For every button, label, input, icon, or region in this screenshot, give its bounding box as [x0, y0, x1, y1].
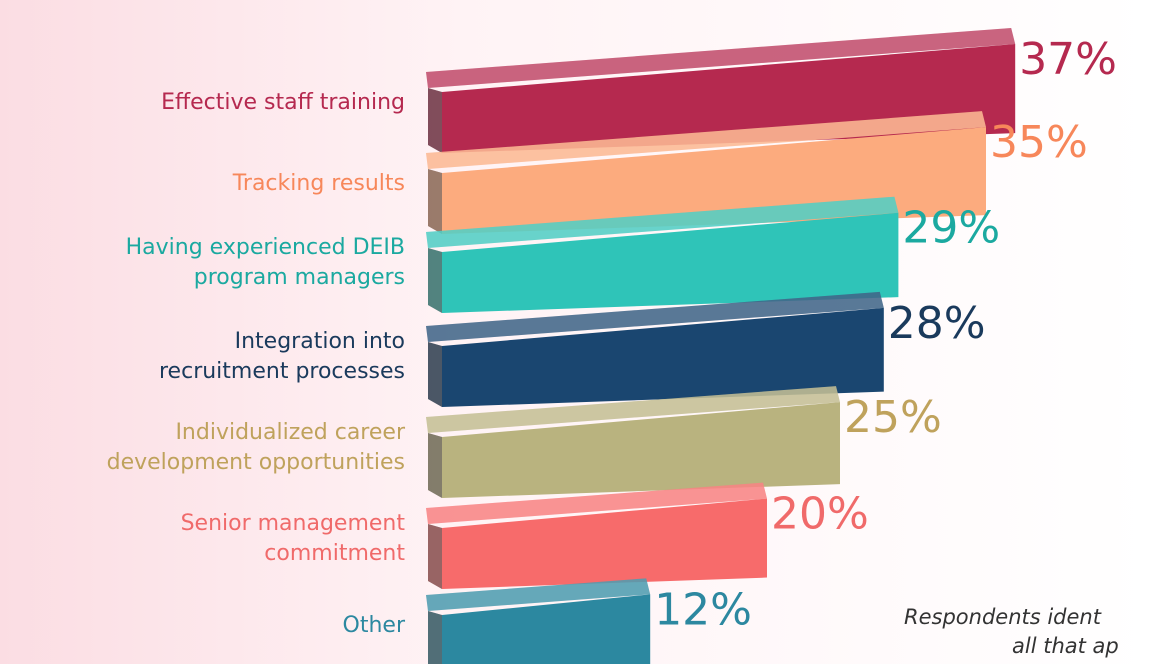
category-label: program managers — [194, 265, 405, 290]
bar-end-color — [428, 342, 442, 407]
bar-end — [428, 524, 442, 589]
bar-top — [426, 386, 840, 433]
bar-top-shade — [426, 482, 767, 524]
bar-top — [426, 196, 899, 248]
value-label: 37% — [1019, 34, 1117, 85]
bar-top-shade — [426, 111, 986, 169]
category-label: Senior management — [181, 511, 406, 536]
bar-end — [428, 88, 442, 153]
bar-top-shade — [426, 27, 1016, 88]
bar-end-color — [428, 433, 442, 498]
bar-top-shade — [426, 291, 884, 342]
category-label: Integration into — [235, 329, 405, 354]
bar — [442, 307, 884, 407]
footnote: all that ap — [1012, 634, 1119, 658]
category-label: development opportunities — [107, 450, 405, 475]
bar-top — [426, 482, 767, 524]
value-label: 25% — [844, 392, 942, 443]
value-label: 20% — [771, 489, 869, 540]
bar-end — [428, 611, 442, 664]
category-label: Effective staff training — [161, 90, 405, 115]
value-label: 28% — [888, 298, 986, 349]
bar-top — [426, 27, 1016, 88]
bar-top — [426, 578, 651, 611]
bar-top — [426, 111, 986, 169]
bar-end — [428, 433, 442, 498]
category-label: commitment — [264, 541, 405, 566]
bar-top-shade — [426, 578, 651, 611]
value-label: 29% — [902, 203, 1000, 254]
category-label: Other — [343, 613, 406, 638]
value-label: 35% — [990, 117, 1088, 168]
category-label: Having experienced DEIB — [126, 235, 405, 260]
bar-end — [428, 169, 442, 234]
category-label: recruitment processes — [159, 359, 405, 384]
bar-end-color — [428, 611, 442, 664]
value-label: 12% — [654, 584, 752, 635]
bar — [442, 212, 899, 313]
bar-end-color — [428, 169, 442, 234]
bar-top-shade — [426, 196, 899, 248]
bar-top-shade — [426, 386, 840, 433]
category-label: Individualized career — [175, 420, 406, 445]
bar-end-color — [428, 524, 442, 589]
footnote: Respondents ident — [904, 605, 1102, 629]
bar — [442, 594, 651, 664]
bar-end — [428, 342, 442, 407]
bar-top — [426, 291, 884, 342]
bar-end-color — [428, 248, 442, 313]
category-label: Tracking results — [232, 171, 405, 196]
bar — [442, 402, 840, 498]
bar-end-color — [428, 88, 442, 153]
bar-end — [428, 248, 442, 313]
bar — [442, 498, 767, 589]
